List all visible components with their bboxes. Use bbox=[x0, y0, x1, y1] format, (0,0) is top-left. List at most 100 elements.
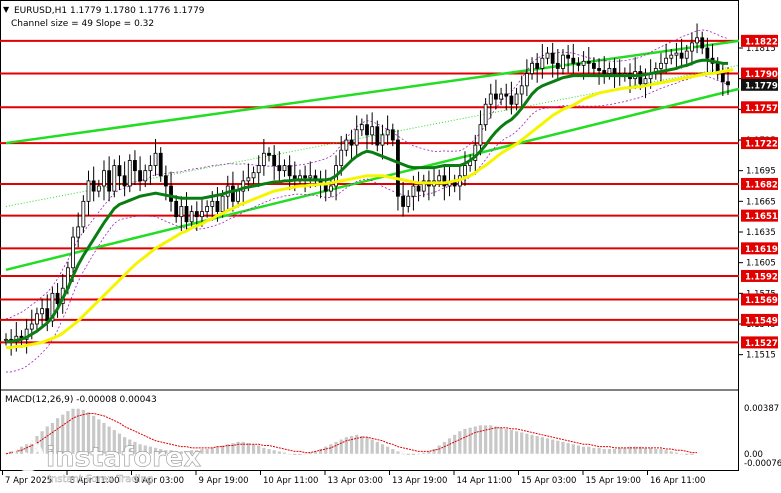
candle[interactable] bbox=[684, 44, 689, 65]
candle[interactable] bbox=[586, 46, 591, 74]
candle[interactable] bbox=[127, 154, 132, 193]
candle[interactable] bbox=[40, 298, 44, 329]
candle[interactable] bbox=[690, 32, 694, 66]
candle[interactable] bbox=[602, 56, 607, 84]
candle[interactable] bbox=[715, 57, 720, 80]
candle[interactable] bbox=[401, 181, 406, 217]
candle[interactable] bbox=[277, 151, 282, 181]
candle[interactable] bbox=[4, 333, 8, 346]
candle[interactable] bbox=[267, 147, 271, 162]
candle[interactable] bbox=[122, 161, 127, 197]
candle[interactable] bbox=[205, 200, 210, 218]
candle[interactable] bbox=[143, 164, 148, 188]
candle[interactable] bbox=[385, 115, 390, 146]
candle[interactable] bbox=[86, 170, 91, 216]
candle[interactable] bbox=[571, 43, 576, 74]
candle[interactable] bbox=[488, 83, 493, 119]
candle[interactable] bbox=[421, 174, 426, 198]
candle[interactable] bbox=[117, 155, 122, 191]
candle[interactable] bbox=[592, 57, 596, 75]
candle[interactable] bbox=[463, 151, 467, 186]
candle[interactable] bbox=[81, 195, 86, 234]
candle[interactable] bbox=[499, 87, 503, 106]
ma-fast-line[interactable] bbox=[6, 58, 728, 343]
candle[interactable] bbox=[96, 179, 101, 198]
candle[interactable] bbox=[452, 174, 457, 193]
candle[interactable] bbox=[726, 67, 730, 96]
candle[interactable] bbox=[555, 49, 560, 79]
candle[interactable] bbox=[576, 57, 581, 72]
candle[interactable] bbox=[468, 154, 473, 172]
candle[interactable] bbox=[261, 138, 266, 176]
candle[interactable] bbox=[514, 87, 519, 111]
candle[interactable] bbox=[287, 155, 292, 191]
candle[interactable] bbox=[380, 124, 385, 160]
candle[interactable] bbox=[705, 37, 710, 73]
candle[interactable] bbox=[148, 155, 153, 185]
candle[interactable] bbox=[679, 38, 684, 69]
candle[interactable] bbox=[633, 57, 638, 89]
candle[interactable] bbox=[133, 150, 137, 185]
candle[interactable] bbox=[282, 159, 287, 177]
candle[interactable] bbox=[76, 212, 81, 248]
candle[interactable] bbox=[349, 129, 354, 160]
candle[interactable] bbox=[659, 53, 663, 83]
chart-menu-icon[interactable]: ▼ bbox=[3, 5, 10, 14]
candle[interactable] bbox=[494, 79, 498, 110]
candle[interactable] bbox=[720, 63, 725, 97]
candle[interactable] bbox=[664, 43, 669, 74]
candle[interactable] bbox=[102, 160, 106, 201]
candle[interactable] bbox=[550, 42, 555, 78]
candle[interactable] bbox=[700, 31, 705, 55]
channel-lower-line[interactable] bbox=[5, 87, 740, 272]
candle[interactable] bbox=[55, 283, 60, 318]
candle[interactable] bbox=[509, 81, 514, 115]
candle[interactable] bbox=[426, 170, 431, 201]
candle[interactable] bbox=[344, 133, 349, 157]
candle[interactable] bbox=[483, 98, 488, 131]
candle[interactable] bbox=[370, 112, 375, 146]
candle[interactable] bbox=[457, 165, 462, 201]
candle[interactable] bbox=[612, 58, 617, 88]
candle[interactable] bbox=[158, 147, 163, 182]
candle[interactable] bbox=[189, 205, 194, 228]
candle[interactable] bbox=[674, 42, 679, 70]
candle[interactable] bbox=[530, 57, 534, 80]
candle[interactable] bbox=[256, 155, 261, 188]
candle[interactable] bbox=[504, 83, 509, 111]
candle[interactable] bbox=[179, 196, 184, 231]
candle[interactable] bbox=[406, 190, 411, 213]
channel-upper-line[interactable] bbox=[5, 39, 740, 145]
candle[interactable] bbox=[112, 159, 117, 198]
candle[interactable] bbox=[365, 114, 369, 150]
candle[interactable] bbox=[251, 166, 256, 184]
candle[interactable] bbox=[561, 49, 565, 75]
candle[interactable] bbox=[566, 44, 571, 73]
candle[interactable] bbox=[597, 58, 601, 85]
candle[interactable] bbox=[354, 115, 359, 156]
candle[interactable] bbox=[416, 171, 421, 202]
candle[interactable] bbox=[169, 171, 173, 212]
candle[interactable] bbox=[519, 75, 524, 109]
candle[interactable] bbox=[524, 59, 529, 97]
candle[interactable] bbox=[375, 120, 380, 152]
candle[interactable] bbox=[669, 49, 674, 65]
candle[interactable] bbox=[153, 138, 158, 176]
candle[interactable] bbox=[545, 46, 550, 65]
candle[interactable] bbox=[138, 156, 142, 192]
candle[interactable] bbox=[695, 23, 699, 54]
candle[interactable] bbox=[710, 43, 715, 74]
candle[interactable] bbox=[174, 195, 179, 223]
candle[interactable] bbox=[323, 169, 328, 202]
ma-slow-line[interactable] bbox=[6, 67, 734, 350]
candle[interactable] bbox=[396, 129, 400, 211]
candle[interactable] bbox=[91, 166, 96, 202]
candle[interactable] bbox=[200, 197, 204, 227]
candle[interactable] bbox=[107, 156, 112, 202]
candle[interactable] bbox=[390, 123, 395, 147]
candle[interactable] bbox=[272, 145, 277, 180]
candle[interactable] bbox=[359, 118, 364, 136]
candle[interactable] bbox=[35, 307, 39, 331]
candle[interactable] bbox=[478, 110, 483, 156]
